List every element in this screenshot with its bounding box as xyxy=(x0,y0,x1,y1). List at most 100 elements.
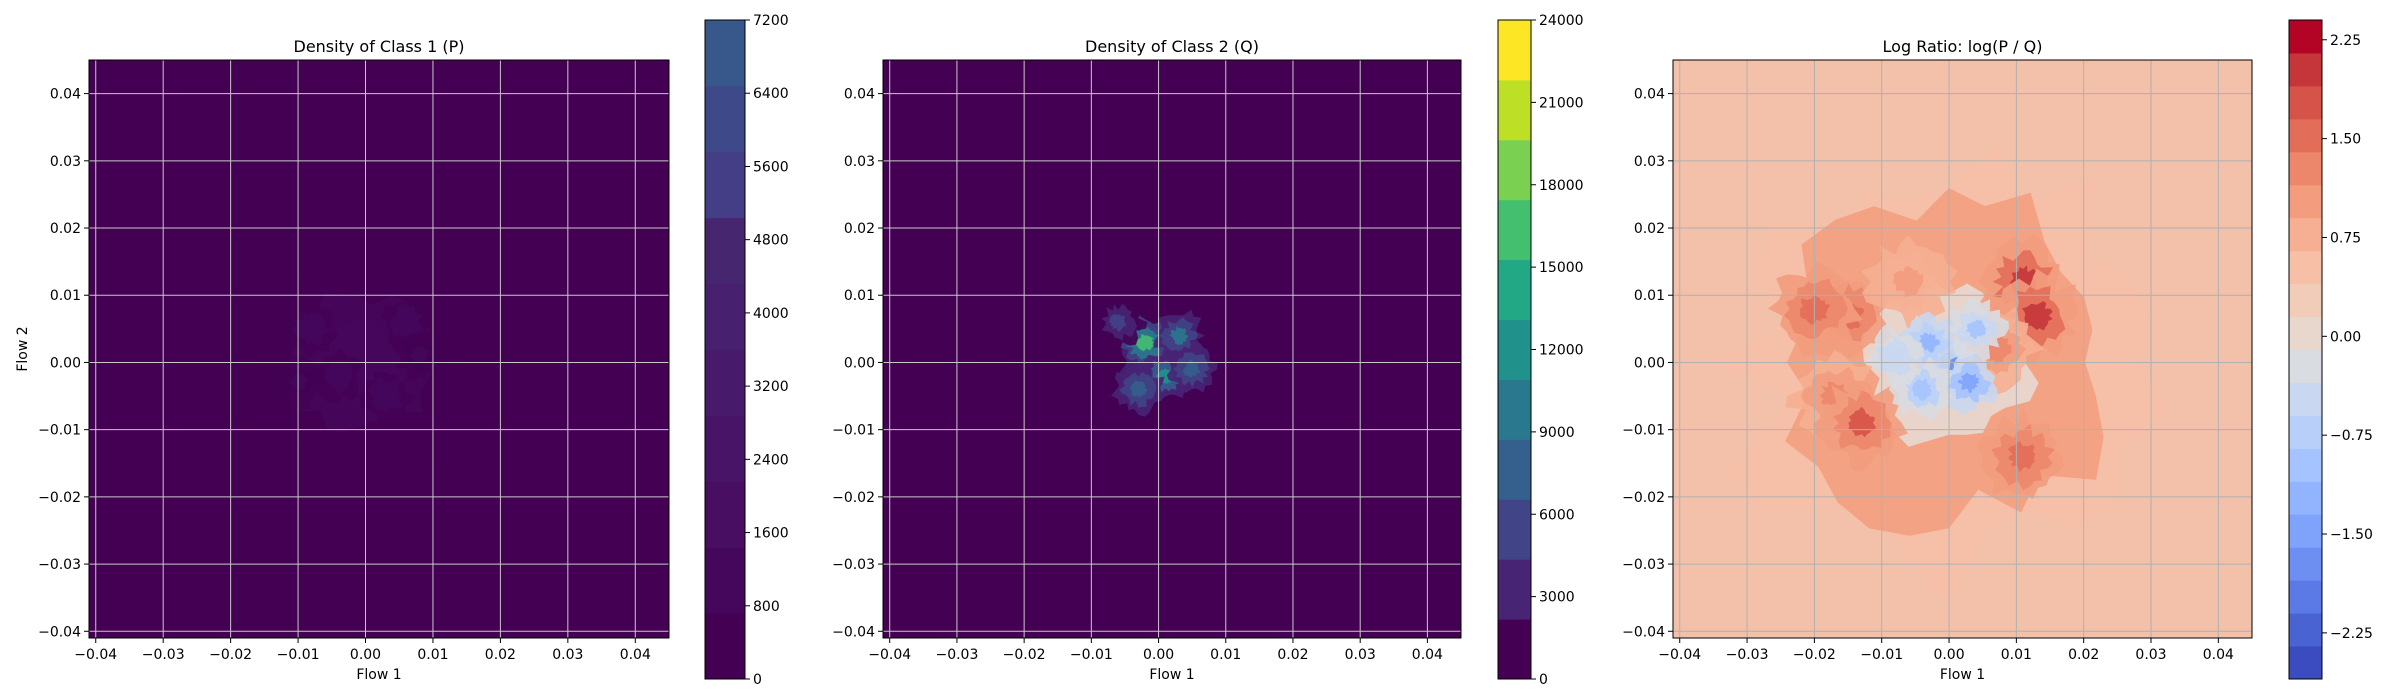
x-tick-label: 0.00 xyxy=(1143,647,1174,663)
colorbar-tick-label: 3200 xyxy=(753,379,789,395)
colorbar-tick-label: −1.50 xyxy=(2330,527,2373,543)
colorbar-band xyxy=(2289,547,2322,581)
y-tick-label: 0.02 xyxy=(50,221,81,237)
y-tick-label: 0.00 xyxy=(1634,355,1665,371)
y-tick-label: −0.02 xyxy=(832,490,875,506)
coldspot-contour xyxy=(1884,346,1905,367)
y-tick-label: −0.03 xyxy=(832,557,875,573)
chart-panel-3: −0.04 −0.03 −0.02 −0.01 0.00 0.01 0.02 0.03 0.04… xyxy=(1622,19,2373,683)
colorbar-tick-label: 2.25 xyxy=(2330,33,2361,49)
colorbar-tick-label: 4000 xyxy=(753,306,789,322)
colorbar-band xyxy=(705,20,745,87)
hotspot-contour xyxy=(1136,334,1154,352)
x-axis-label: Flow 1 xyxy=(1940,667,1985,683)
x-tick-label: −0.01 xyxy=(1860,647,1903,663)
y-axis-label: Flow 2 xyxy=(15,326,31,371)
colorbar-tick-label: 0 xyxy=(1539,672,1548,688)
colorbar-band xyxy=(1498,619,1531,680)
x-tick-label: 0.03 xyxy=(1345,647,1376,663)
colorbar-band xyxy=(1498,319,1531,380)
colorbar-band xyxy=(1498,259,1531,321)
x-tick-label: 0.02 xyxy=(485,647,516,663)
chart-title: Log Ratio: log(P / Q) xyxy=(1883,37,2043,56)
coldspot-contour xyxy=(1957,372,1980,393)
y-tick-label: −0.04 xyxy=(832,624,875,640)
colorbar-band xyxy=(705,151,745,219)
colorbar-tick-label: 5600 xyxy=(753,159,789,175)
colorbar: −2.25 −1.50 −0.75 0.00 0.75 1.50 2.25 xyxy=(2288,19,2373,680)
colorbar-tick-label: −0.75 xyxy=(2330,428,2373,444)
y-tick-label: −0.03 xyxy=(38,557,81,573)
x-tick-label: −0.04 xyxy=(1658,647,1701,663)
colorbar-tick-label: 15000 xyxy=(1539,260,1584,276)
colorbar-band xyxy=(705,349,745,416)
colorbar-band xyxy=(2289,52,2322,87)
coldspot-contour xyxy=(1917,332,1940,353)
colorbar-tick-label: 6000 xyxy=(1539,507,1575,523)
x-tick-label: −0.03 xyxy=(935,647,978,663)
colorbar-band xyxy=(1498,199,1531,261)
colorbar-band xyxy=(705,217,745,285)
colorbar-band xyxy=(1498,379,1531,440)
colorbar-tick-label: 2400 xyxy=(753,452,789,468)
colorbar-band xyxy=(2289,613,2322,647)
hotspot-contour xyxy=(376,386,394,406)
colorbar-band xyxy=(1498,79,1531,141)
y-tick-label: 0.01 xyxy=(50,288,81,304)
y-tick-label: −0.01 xyxy=(1622,423,1665,439)
colorbar-tick-label: 800 xyxy=(753,599,780,615)
colorbar-band xyxy=(705,415,745,482)
colorbar-band xyxy=(705,283,745,350)
x-axis-label: Flow 1 xyxy=(356,667,401,683)
colorbar-band xyxy=(1498,559,1531,620)
chart-panel-2: −0.04 −0.03 −0.02 −0.01 0.00 0.01 0.02 0.03 0.04… xyxy=(832,13,1583,688)
x-tick-label: 0.01 xyxy=(2001,647,2032,663)
y-tick-label: 0.00 xyxy=(50,355,81,371)
colorbar-tick-label: 21000 xyxy=(1539,95,1584,111)
y-tick-label: 0.04 xyxy=(50,87,81,103)
colorbar-band xyxy=(2289,85,2322,120)
colorbar-band xyxy=(2289,481,2322,515)
colorbar-tick-label: 24000 xyxy=(1539,13,1584,29)
y-tick-label: 0.02 xyxy=(1634,221,1665,237)
y-tick-label: 0.01 xyxy=(844,288,875,304)
hotspot-contour xyxy=(1169,326,1188,345)
x-tick-label: −0.02 xyxy=(209,647,252,663)
axes-frame xyxy=(88,59,670,639)
plot-area xyxy=(89,60,669,638)
colorbar-band xyxy=(1498,439,1531,500)
hotspot-contour xyxy=(1892,266,1924,298)
colorbar-band xyxy=(2289,415,2322,449)
hotspot-contour xyxy=(330,366,348,385)
colorbar-tick-label: 3000 xyxy=(1539,590,1575,606)
colorbar-band xyxy=(705,85,745,153)
x-tick-label: −0.03 xyxy=(142,647,185,663)
axes-frame xyxy=(882,59,1462,639)
colorbar-frame xyxy=(2288,19,2323,680)
colorbar-band xyxy=(2289,151,2322,186)
colorbar-frame xyxy=(704,19,746,680)
x-tick-label: 0.02 xyxy=(2068,647,2099,663)
colorbar-tick-label: 12000 xyxy=(1539,343,1584,359)
x-tick-label: −0.03 xyxy=(1726,647,1769,663)
x-tick-label: 0.01 xyxy=(1210,647,1241,663)
colorbar-band xyxy=(705,613,745,680)
hotspot-contour xyxy=(398,312,414,331)
colorbar-tick-label: 1.50 xyxy=(2330,132,2361,148)
plot-area xyxy=(1673,60,2252,638)
chart-title: Density of Class 1 (P) xyxy=(294,37,465,56)
x-tick-label: 0.01 xyxy=(417,647,448,663)
colorbar-band xyxy=(1498,499,1531,560)
colorbar-tick-label: 18000 xyxy=(1539,178,1584,194)
x-tick-label: −0.02 xyxy=(1793,647,1836,663)
colorbar-tick-label: −2.25 xyxy=(2330,626,2373,642)
y-tick-label: −0.01 xyxy=(38,423,81,439)
axes-frame xyxy=(1672,59,2253,639)
y-tick-label: 0.04 xyxy=(1634,87,1665,103)
y-tick-label: 0.00 xyxy=(844,355,875,371)
hotspot-contour xyxy=(1129,380,1148,398)
y-tick-label: −0.02 xyxy=(38,490,81,506)
y-tick-label: 0.03 xyxy=(1634,154,1665,170)
y-tick-label: 0.02 xyxy=(844,221,875,237)
y-tick-label: −0.03 xyxy=(1622,557,1665,573)
